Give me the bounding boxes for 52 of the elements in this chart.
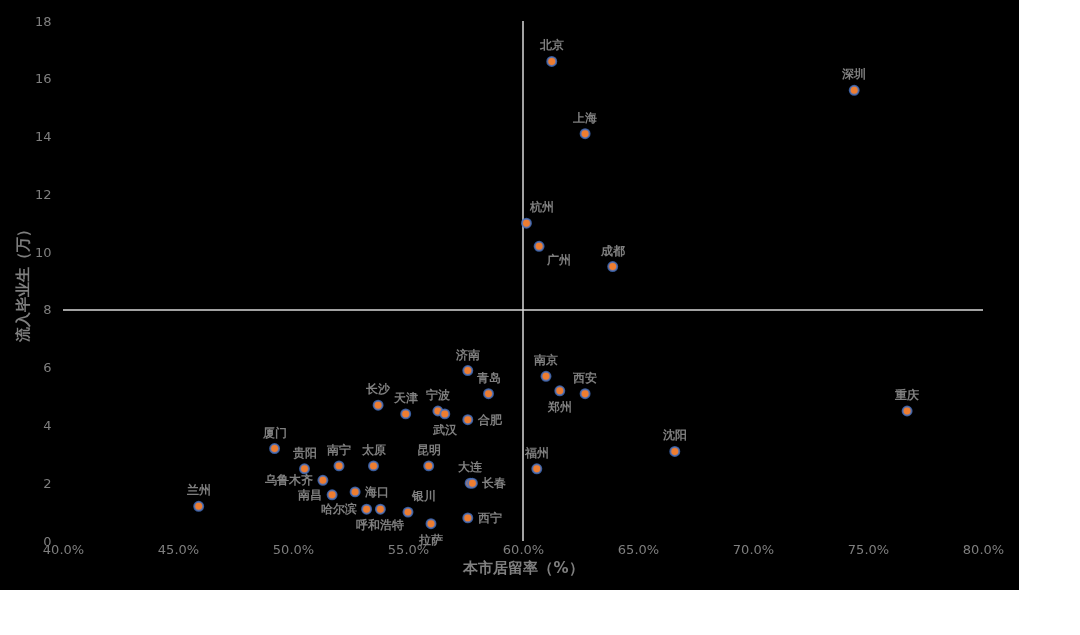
annotation: 海口 bbox=[364, 484, 390, 499]
annotation: 济南 bbox=[454, 347, 480, 362]
annotation: 哈尔滨 bbox=[320, 502, 357, 517]
annotation: 南昌 bbox=[297, 487, 323, 502]
x-tick-label: 45.0% bbox=[157, 541, 200, 557]
annotation: 银川 bbox=[411, 489, 436, 504]
annotation: 合肥 bbox=[476, 412, 503, 427]
annotation: 大连 bbox=[458, 460, 484, 475]
y-tick-label: 8 bbox=[43, 302, 52, 318]
y-tick-label: 4 bbox=[43, 417, 52, 433]
annotation: 兰州 bbox=[185, 483, 211, 498]
x-tick-label: 75.0% bbox=[847, 541, 890, 557]
annotation: 深圳 bbox=[841, 67, 867, 82]
x-tick-label: 65.0% bbox=[617, 541, 660, 557]
annotation: 上海 bbox=[572, 110, 598, 125]
annotation: 福州 bbox=[523, 445, 549, 460]
annotation: 南宁 bbox=[326, 442, 351, 457]
annotation: 杭州 bbox=[529, 200, 555, 215]
annotation: 宁波 bbox=[425, 388, 451, 402]
annotation: 武汉 bbox=[431, 422, 458, 437]
y-tick-label: 10 bbox=[34, 244, 52, 260]
annotation: 西安 bbox=[572, 370, 598, 385]
x-tick-label: 70.0% bbox=[732, 541, 775, 557]
y-tick-label: 18 bbox=[34, 13, 52, 29]
annotation: 呼和浩特 bbox=[356, 518, 405, 533]
y-tick-label: 12 bbox=[34, 186, 52, 202]
annotation: 郑州 bbox=[546, 399, 572, 414]
annotation: 成都 bbox=[599, 243, 625, 258]
annotation: 长沙 bbox=[365, 382, 392, 397]
x-tick-label: 50.0% bbox=[272, 541, 315, 557]
annotation: 天津 bbox=[392, 390, 418, 405]
x-tick-label: 60.0% bbox=[502, 541, 545, 557]
annotation: 长春 bbox=[481, 476, 507, 491]
annotation: 厦门 bbox=[261, 425, 287, 440]
annotation: 沈阳 bbox=[661, 428, 687, 443]
annotation: 北京 bbox=[538, 38, 564, 53]
x-tick-label: 80.0% bbox=[962, 541, 1005, 557]
annotation: 太原 bbox=[360, 442, 386, 457]
annotation: 贵阳 bbox=[291, 445, 317, 460]
x-axis-title: 本市居留率（%） bbox=[462, 558, 584, 577]
annotation: 青岛 bbox=[475, 370, 501, 385]
annotation: 重庆 bbox=[894, 388, 920, 402]
y-tick-label: 16 bbox=[34, 71, 52, 87]
annotation: 昆明 bbox=[416, 442, 441, 457]
annotation: 西宁 bbox=[476, 510, 502, 525]
annotation: 南京 bbox=[533, 353, 558, 368]
annotation: 乌鲁木齐 bbox=[263, 473, 313, 488]
y-tick-label: 14 bbox=[34, 129, 52, 145]
y-axis-title: 流入毕业生（万） bbox=[13, 221, 32, 343]
annotation: 广州 bbox=[546, 253, 572, 268]
y-tick-label: 2 bbox=[43, 475, 52, 491]
y-tick-label: 6 bbox=[43, 360, 52, 376]
